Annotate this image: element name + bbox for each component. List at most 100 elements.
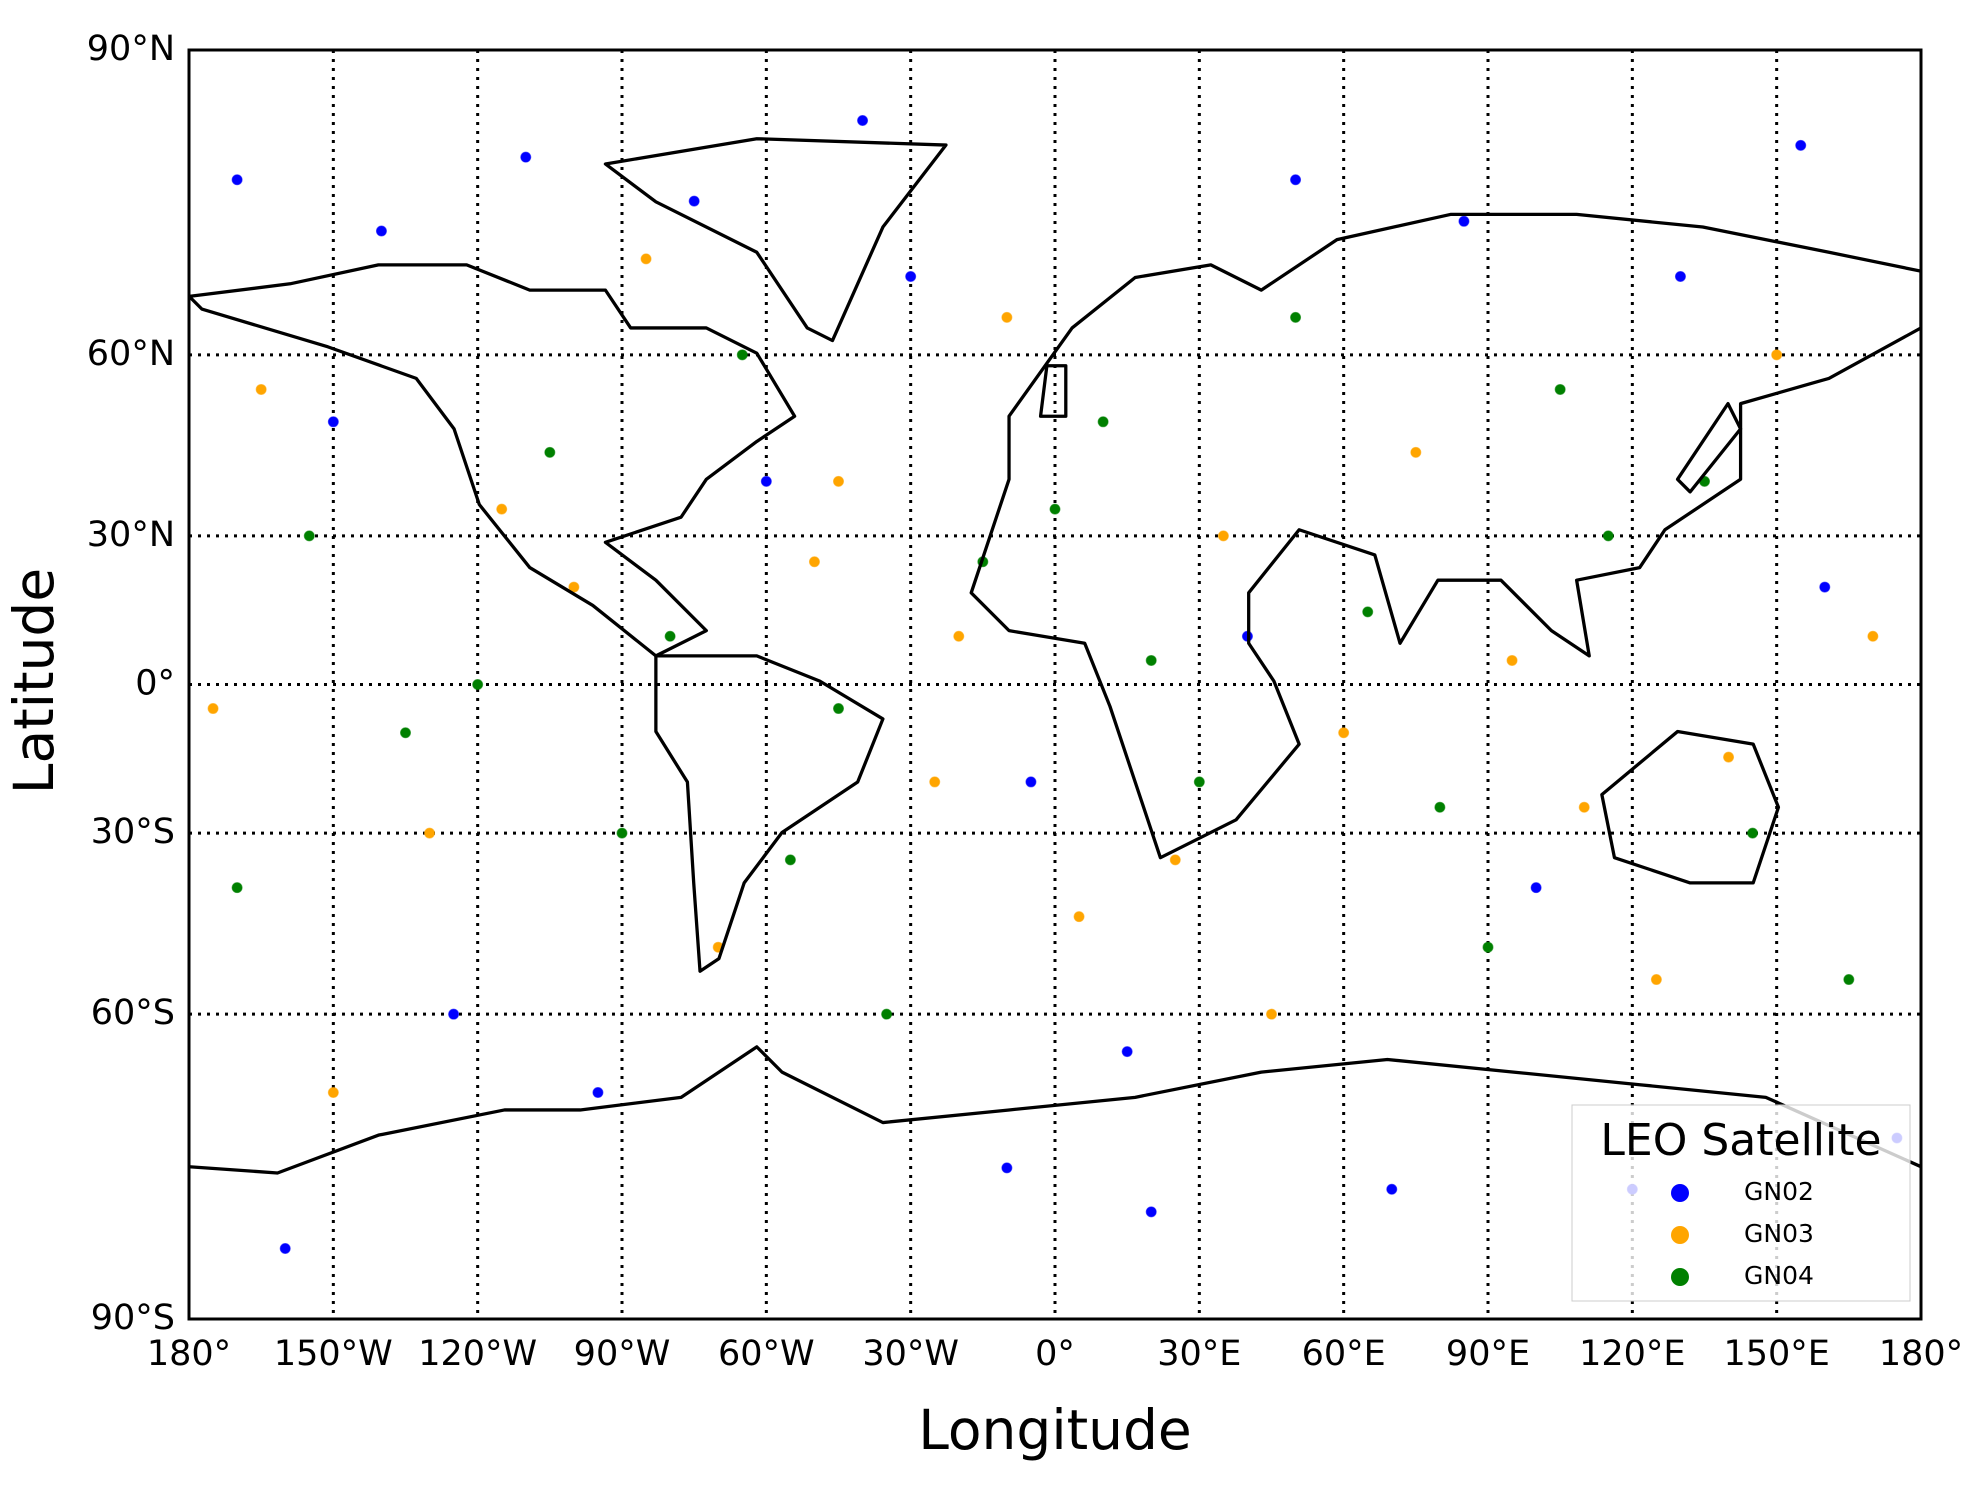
point [1073,911,1085,923]
x-axis-label: Longitude [918,1398,1192,1462]
ticks: 180° 150°W 120°W 90°W 60°W 30°W 0° 30°E 60°E 90°E… [87,29,1963,1374]
point [231,882,243,894]
y-tick-label: 60°S [91,993,175,1033]
point [448,1008,460,1020]
point [1458,215,1470,227]
x-tick-label: 150°E [1723,1334,1829,1374]
point [375,225,387,237]
australia [1600,729,1781,885]
plot-frame [187,48,1923,1321]
point [808,556,820,568]
point [1578,801,1590,813]
point [1410,446,1422,458]
coastlines [189,137,1921,1175]
point [1145,1206,1157,1218]
point [1362,606,1374,618]
point [1723,751,1735,763]
legend-marker [1671,1268,1689,1286]
point [1338,727,1350,739]
legend-label: GN02 [1744,1177,1814,1206]
point [207,703,219,715]
legend-label: GN03 [1744,1219,1814,1248]
x-tick-label: 0° [1035,1334,1075,1374]
x-tick-label: 60°W [718,1334,815,1374]
point [1001,311,1013,323]
point [1025,776,1037,788]
point [496,503,508,515]
legend-box [1571,1104,1911,1302]
x-tick-label: 90°E [1446,1334,1530,1374]
point [255,383,267,395]
point [400,727,411,739]
point [1217,530,1229,542]
point [327,1087,339,1099]
point [592,1087,604,1099]
point [231,174,243,186]
point [1747,827,1759,839]
point [929,776,941,788]
point [1434,801,1446,813]
point [1290,174,1302,186]
antarctica [189,1045,1921,1175]
point [1386,1183,1398,1195]
point [1674,270,1686,282]
north-america [189,263,797,658]
point [568,581,580,593]
point [616,827,628,839]
point [688,195,700,207]
point [881,1008,893,1020]
x-tick-label: 180° [147,1334,231,1374]
point [1554,383,1566,395]
point [1819,581,1831,593]
y-tick-label: 30°S [91,812,175,852]
point [1097,416,1109,428]
y-tick-label: 60°N [87,334,175,374]
point [424,827,436,839]
point [833,703,844,715]
y-tick-label: 90°N [87,29,175,69]
point [1193,776,1205,788]
point [1049,503,1061,515]
point [833,475,844,487]
point [1795,139,1807,151]
x-tick-label: 150°W [274,1334,393,1374]
point [664,630,676,642]
point [1843,974,1855,986]
x-tick-label: 30°E [1157,1334,1241,1374]
legend-label: GN04 [1744,1261,1814,1290]
point [1290,311,1302,323]
legend-marker [1671,1226,1689,1244]
point [1650,974,1662,986]
point [857,115,869,127]
x-tick-label: 30°W [862,1334,959,1374]
point [327,416,339,428]
x-tick-label: 90°W [574,1334,671,1374]
greenland [603,137,948,343]
point [472,679,484,690]
legend-marker [1671,1184,1689,1202]
point [544,446,556,458]
point [279,1242,291,1254]
point [784,854,796,866]
south-america [654,654,885,973]
points [207,115,1903,1254]
point [953,630,965,642]
x-tick-label: 60°E [1302,1334,1386,1374]
y-tick-label: 90°S [91,1298,175,1338]
point [1001,1162,1013,1174]
y-axis-label: Latitude [2,568,66,794]
point [1867,630,1879,642]
point [520,151,532,163]
x-tick-label: 180° [1879,1334,1963,1374]
point [1145,654,1157,666]
point [736,349,748,361]
y-tick-label: 0° [135,664,175,704]
point [760,475,772,487]
japan [1675,401,1743,494]
x-tick-label: 120°W [418,1334,537,1374]
point [1771,349,1783,361]
point [1169,854,1181,866]
legend-title: LEO Satellite [1600,1115,1881,1166]
point [1121,1046,1133,1058]
